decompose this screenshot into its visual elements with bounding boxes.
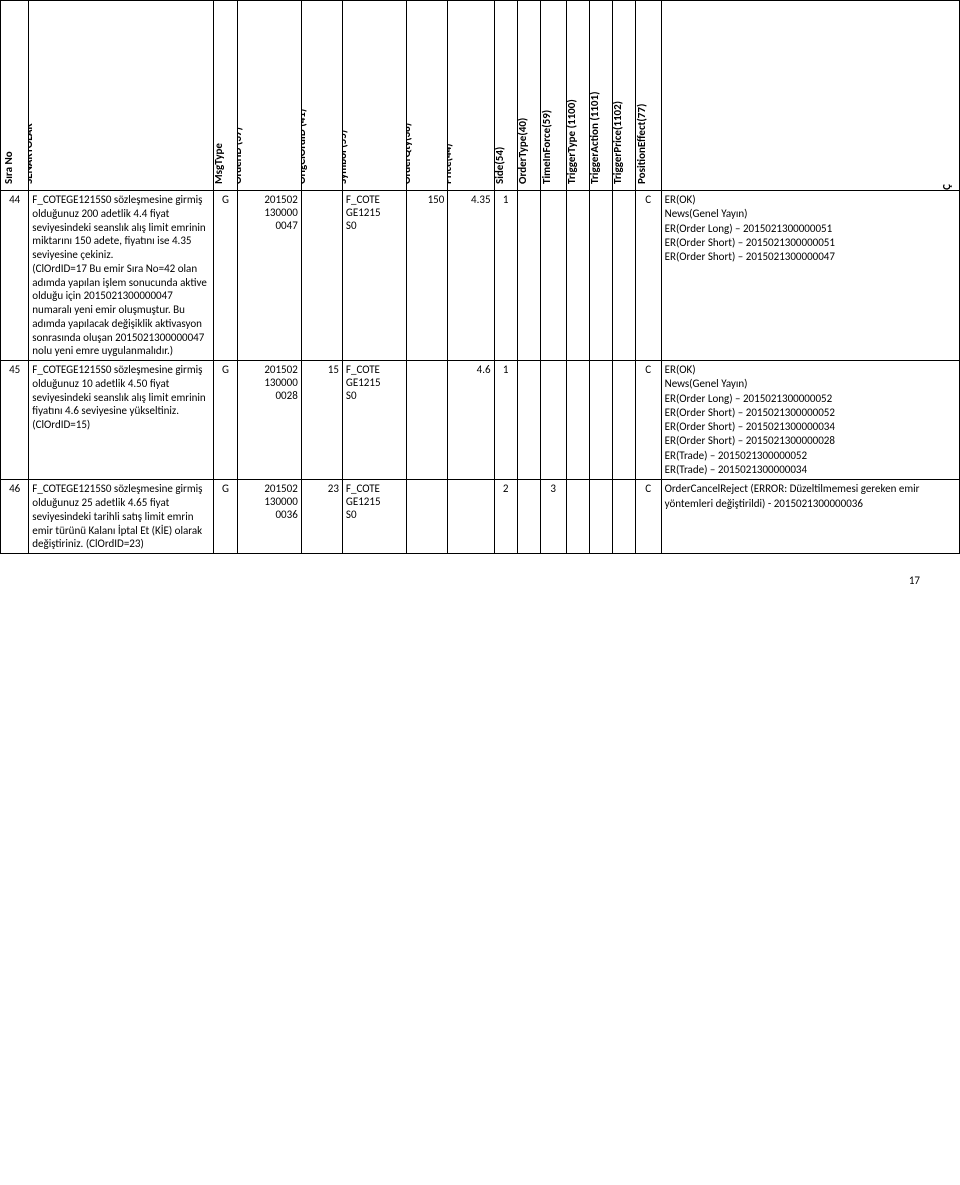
cell-msgtype: G <box>214 191 237 361</box>
header-side: Side(54) <box>494 1 517 191</box>
cell-orderid: 201502 130000 0047 <box>237 191 301 361</box>
cell-positioneffect: C <box>635 361 661 480</box>
cell-orderid: 201502 130000 0028 <box>237 361 301 480</box>
cell-positioneffect: C <box>635 191 661 361</box>
cell-triggerprice <box>612 191 635 361</box>
page-number: 17 <box>0 554 960 597</box>
header-triggertype: TriggerType (1100) <box>566 1 589 191</box>
cell-msgtype: G <box>214 361 237 480</box>
order-table: Sıra No SENARYOLAR MsgType OrderID (37) … <box>0 0 960 554</box>
cell-origclordid <box>301 191 342 361</box>
cell-scenario: F_COTEGE1215S0 sözleşmesine girmiş olduğ… <box>29 191 214 361</box>
cell-sira-no: 46 <box>1 480 29 554</box>
table-body: 44F_COTEGE1215S0 sözleşmesine girmiş old… <box>1 191 960 554</box>
cell-side: 1 <box>494 191 517 361</box>
cell-timeinforce <box>540 191 566 361</box>
cell-scenario: F_COTEGE1215S0 sözleşmesine girmiş olduğ… <box>29 480 214 554</box>
table-row: 46F_COTEGE1215S0 sözleşmesine girmiş old… <box>1 480 960 554</box>
cell-origclordid: 15 <box>301 361 342 480</box>
cell-positioneffect: C <box>635 480 661 554</box>
header-senaryolar: SENARYOLAR <box>29 1 214 191</box>
cell-orderid: 201502 130000 0036 <box>237 480 301 554</box>
cell-triggertype <box>566 191 589 361</box>
cell-sira-no: 44 <box>1 191 29 361</box>
header-price: Price(44) <box>448 1 494 191</box>
cell-price: 4.35 <box>448 191 494 361</box>
header-sonuc: SONUÇ <box>661 1 959 191</box>
cell-ordertype <box>517 480 540 554</box>
cell-price: 4.6 <box>448 361 494 480</box>
cell-timeinforce: 3 <box>540 480 566 554</box>
cell-msgtype: G <box>214 480 237 554</box>
cell-orderqty <box>407 480 448 554</box>
cell-triggertype <box>566 361 589 480</box>
cell-symbol: F_COTE GE1215 S0 <box>342 191 406 361</box>
header-triggeraction: TriggerAction (1101) <box>589 1 612 191</box>
cell-triggeraction <box>589 480 612 554</box>
header-msgtype: MsgType <box>214 1 237 191</box>
header-triggerprice: TriggerPrice(1102) <box>612 1 635 191</box>
cell-triggerprice <box>612 361 635 480</box>
cell-triggertype <box>566 480 589 554</box>
cell-triggeraction <box>589 191 612 361</box>
cell-ordertype <box>517 191 540 361</box>
cell-result: OrderCancelReject (ERROR: Düzeltilmemesi… <box>661 480 959 554</box>
header-positioneffect: PositionEffect(77) <box>635 1 661 191</box>
cell-result: ER(OK) News(Genel Yayın) ER(Order Long) … <box>661 191 959 361</box>
table-header: Sıra No SENARYOLAR MsgType OrderID (37) … <box>1 1 960 191</box>
cell-triggeraction <box>589 361 612 480</box>
header-orderqty: OrderQty(38) <box>407 1 448 191</box>
header-orderid: OrderID (37) <box>237 1 301 191</box>
header-sira-no: Sıra No <box>1 1 29 191</box>
header-symbol: Symbol (55) <box>342 1 406 191</box>
cell-origclordid: 23 <box>301 480 342 554</box>
header-timeinforce: TimeInForce(59) <box>540 1 566 191</box>
cell-triggerprice <box>612 480 635 554</box>
header-origclordid: OrigClOrdID (41) <box>301 1 342 191</box>
cell-price <box>448 480 494 554</box>
cell-scenario: F_COTEGE1215S0 sözleşmesine girmiş olduğ… <box>29 361 214 480</box>
cell-sira-no: 45 <box>1 361 29 480</box>
cell-side: 1 <box>494 361 517 480</box>
cell-result: ER(OK) News(Genel Yayın) ER(Order Long) … <box>661 361 959 480</box>
cell-symbol: F_COTE GE1215 S0 <box>342 480 406 554</box>
table-row: 44F_COTEGE1215S0 sözleşmesine girmiş old… <box>1 191 960 361</box>
header-ordertype: OrderType(40) <box>517 1 540 191</box>
cell-timeinforce <box>540 361 566 480</box>
cell-ordertype <box>517 361 540 480</box>
table-row: 45F_COTEGE1215S0 sözleşmesine girmiş old… <box>1 361 960 480</box>
cell-orderqty <box>407 361 448 480</box>
cell-orderqty: 150 <box>407 191 448 361</box>
cell-symbol: F_COTE GE1215 S0 <box>342 361 406 480</box>
cell-side: 2 <box>494 480 517 554</box>
